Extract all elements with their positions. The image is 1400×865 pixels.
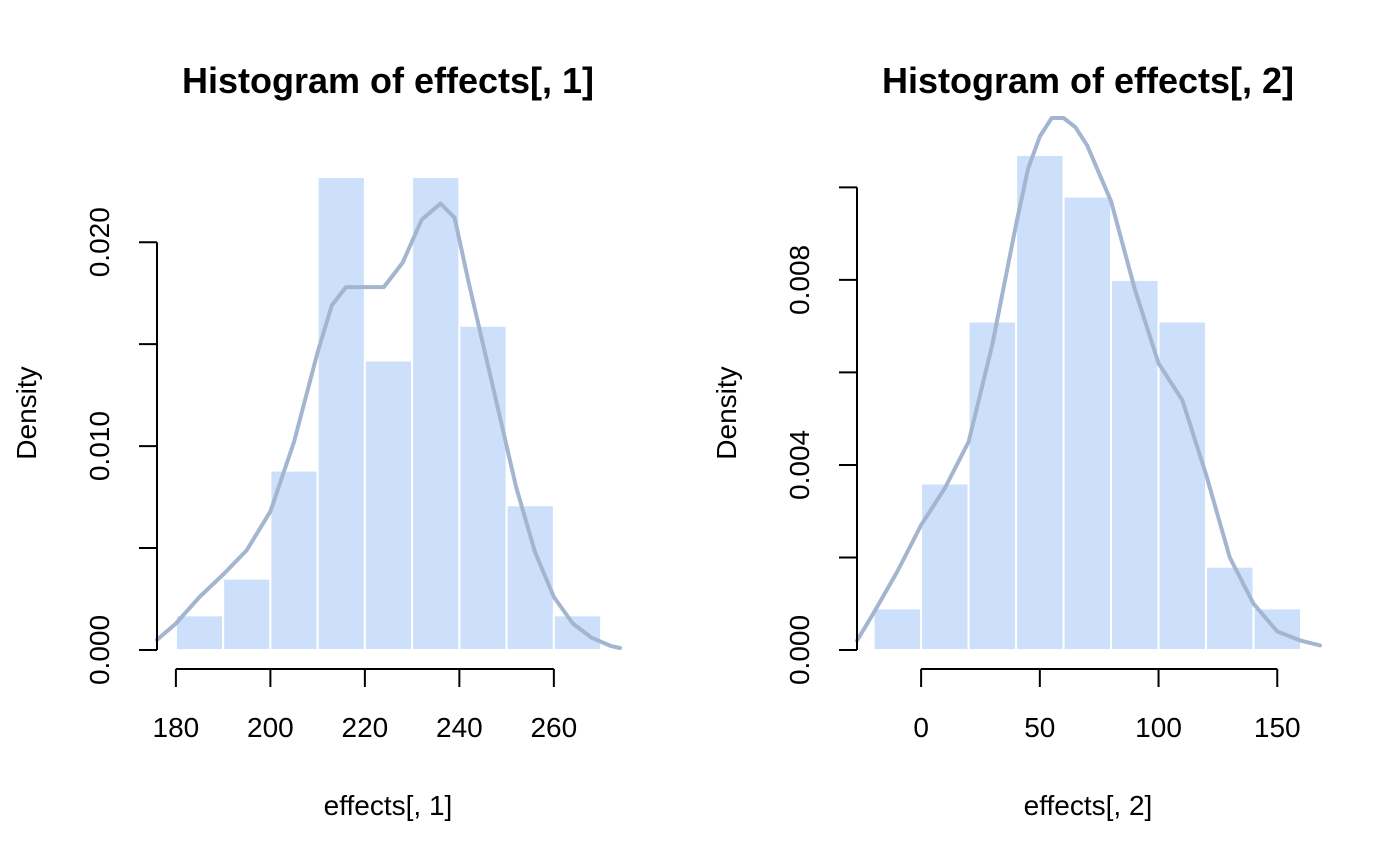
- y-axis: 0.000 0.004 0.008: [784, 186, 858, 685]
- y-axis: 0.000 0.010 0.020: [84, 207, 158, 685]
- x-tick-label: 180: [153, 712, 200, 743]
- density-curve: [155, 201, 622, 650]
- histogram-bar: [269, 469, 319, 651]
- x-tick-label: 0: [913, 712, 929, 743]
- y-axis-label: Density: [11, 366, 42, 459]
- density-curve: [855, 116, 1322, 648]
- histogram-bar: [458, 324, 508, 651]
- y-tick-label: 0.000: [784, 615, 815, 685]
- histogram-bar: [363, 359, 414, 651]
- x-tick-label: 50: [1024, 712, 1055, 743]
- x-tick-label: 240: [436, 712, 483, 743]
- x-tick-label: 200: [247, 712, 294, 743]
- histogram-bar: [222, 577, 272, 651]
- x-tick-label: 100: [1135, 712, 1182, 743]
- histogram-bars: [872, 154, 1303, 652]
- histogram-bar: [174, 614, 225, 651]
- histogram-bar: [1062, 195, 1113, 651]
- histogram-bar: [1015, 154, 1065, 651]
- chart-title: Histogram of effects[, 2]: [882, 60, 1294, 101]
- histogram-bar: [872, 607, 923, 652]
- histogram-bar: [1205, 565, 1255, 651]
- y-tick-label: 0.020: [84, 207, 115, 277]
- x-tick-label: 150: [1254, 712, 1301, 743]
- y-tick-label: 0.000: [84, 615, 115, 685]
- y-tick-label: 0.010: [84, 411, 115, 481]
- x-axis-label: effects[, 1]: [324, 790, 453, 821]
- histogram-bar: [552, 614, 603, 651]
- histogram-bar: [920, 482, 970, 651]
- y-axis-label: Density: [711, 366, 742, 459]
- histogram-panel-2: Histogram of effects[, 2] 0.0000.0040.00…: [711, 60, 1322, 821]
- y-tick-label: 0.004: [784, 430, 815, 500]
- histogram-bars: [174, 176, 603, 651]
- y-tick-label: 0.008: [784, 245, 815, 315]
- x-axis: 0 50 100 150: [913, 668, 1301, 743]
- histogram-panel-1: Histogram of effects[, 1] 0.000 0.010 0.02…: [11, 60, 622, 821]
- histogram-bar: [316, 176, 366, 651]
- x-axis: 180 200 220 240 260: [153, 668, 577, 743]
- histogram-bar: [411, 176, 461, 651]
- histogram-bar: [967, 320, 1018, 651]
- x-tick-label: 260: [530, 712, 577, 743]
- x-tick-label: 220: [342, 712, 389, 743]
- chart-title: Histogram of effects[, 1]: [182, 60, 594, 101]
- x-axis-label: effects[, 2]: [1024, 790, 1153, 821]
